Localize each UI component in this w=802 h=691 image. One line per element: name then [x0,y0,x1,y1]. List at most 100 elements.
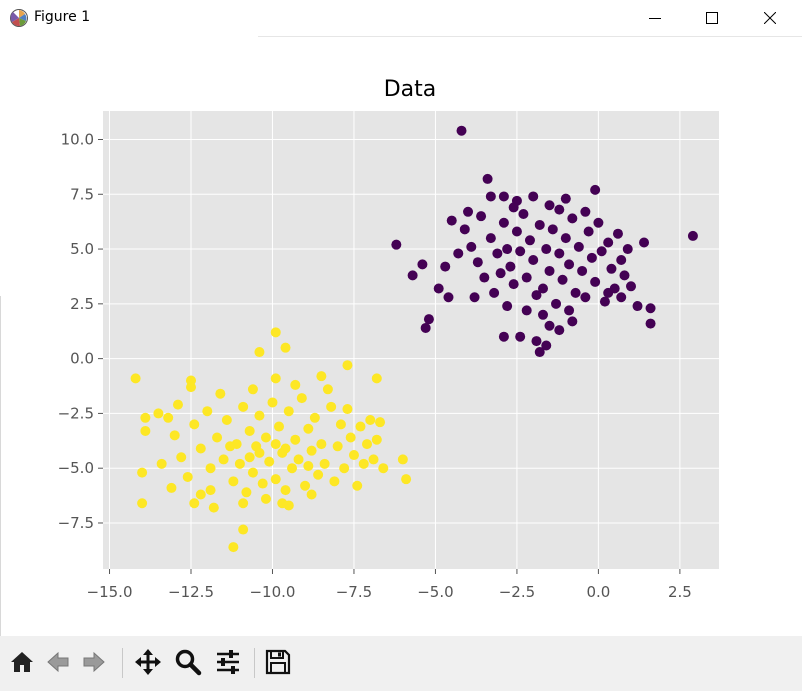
scatter-point [440,261,451,272]
scatter-point [342,404,353,415]
scatter-point [163,412,174,423]
scatter-point [573,241,584,252]
scatter-point [280,485,291,496]
scatter-point [459,224,470,235]
scatter-point [362,439,372,450]
scatter-point [277,498,288,509]
back-button[interactable] [42,646,74,678]
y-tick-label: 5.0 [70,240,94,258]
scatter-point [622,244,633,255]
pan-button[interactable] [132,646,164,678]
scatter-point [189,498,200,509]
scatter-point [365,414,376,425]
scatter-point [466,241,477,252]
scatter-point [300,480,311,491]
forward-button[interactable] [78,646,110,678]
scatter-point [619,270,630,281]
scatter-point [463,206,474,217]
scatter-point [511,226,522,237]
scatter-point [290,379,301,390]
zoom-button[interactable] [172,646,204,678]
scatter-point [254,410,265,421]
x-tick-label: −15.0 [87,583,133,601]
save-button[interactable] [262,646,294,678]
scatter-point [492,248,503,259]
scatter-point [498,191,509,202]
scatter-point [267,397,278,408]
home-icon [11,652,33,672]
scatter-point [577,265,588,276]
scatter-point [306,445,317,456]
scatter-point [316,439,327,450]
scatter-point [335,419,346,430]
close-icon [764,12,776,24]
scatter-point [626,281,636,292]
scatter-point [375,417,386,428]
scatter-point [586,252,597,263]
scatter-point [218,454,229,465]
scatter-point [632,301,643,312]
scatter-point [583,226,594,237]
scatter-point [541,340,552,351]
y-tick-label: 10.0 [61,130,94,148]
maximize-button[interactable] [683,0,741,36]
scatter-point [482,173,493,184]
scatter-point [205,485,216,496]
toolbar-separator [122,648,123,678]
x-tick-label: −7.5 [336,583,372,601]
floppy-disk-icon [265,649,291,675]
scatter-point [287,463,298,474]
scatter-point [296,393,307,404]
scatter-point [606,263,617,274]
scatter-point [368,454,379,465]
scatter-point [378,463,389,474]
scatter-point [603,237,614,248]
scatter-point [352,480,363,491]
close-button[interactable] [741,0,799,36]
scatter-point [687,230,698,241]
scatter-point [270,373,281,384]
scatter-point [508,202,519,213]
scatter-point [137,498,148,509]
x-tick-label: 0.0 [586,583,610,601]
scatter-point [645,318,656,329]
scatter-point [293,454,304,465]
home-button[interactable] [6,646,38,678]
y-tick-label: −7.5 [58,514,94,532]
scatter-point [280,342,291,353]
move-arrows-icon [135,649,161,675]
minimize-button[interactable] [626,0,684,36]
scatter-point [538,283,548,294]
chart-title: Data [384,77,437,102]
scatter-point [371,434,382,445]
scatter-point [339,463,350,474]
scatter-point [590,184,601,195]
scatter-point [254,347,265,358]
scatter-point [541,244,552,255]
window-title: Figure 1 [34,9,91,25]
scatter-point [212,432,223,443]
scatter-point [274,421,284,432]
minimize-icon [649,18,661,19]
scatter-point [476,211,487,222]
scatter-point [244,452,255,463]
scatter-point [417,259,428,270]
x-tick-label: −12.5 [168,583,214,601]
scatter-point [544,265,555,276]
scatter-point [270,439,281,450]
scatter-point [433,283,444,294]
scatter-point [241,487,252,498]
scatter-point [228,476,239,487]
scatter-point [423,314,434,325]
scatter-point [137,467,148,478]
scatter-point [280,443,291,454]
scatter-point [234,458,245,469]
scatter-point [420,322,431,333]
scatter-point [130,373,141,384]
scatter-point [238,524,249,535]
scatter-point [502,301,513,312]
scatter-point [247,467,258,478]
scatter-point [140,425,151,436]
configure-subplots-button[interactable] [212,646,244,678]
scatter-point [531,290,542,301]
